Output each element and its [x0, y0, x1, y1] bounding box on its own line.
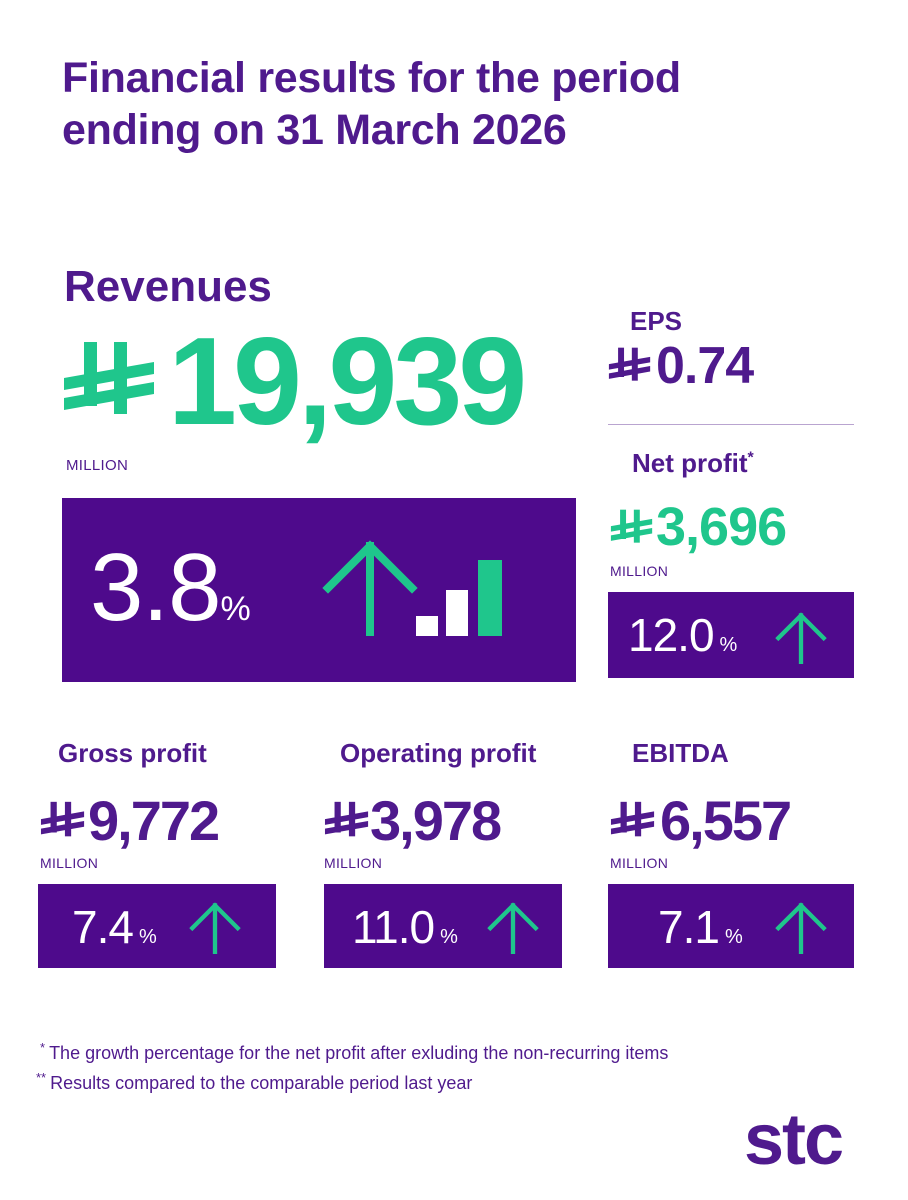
operating-profit-value: 3,978 — [370, 789, 502, 852]
ebitda-growth: 7.1% — [658, 900, 743, 954]
arrow-up-icon — [486, 900, 540, 959]
net-profit-growth-unit: % — [719, 634, 738, 656]
gross-profit-value: 9,772 — [88, 789, 220, 852]
net-profit-label: Net profit* — [632, 448, 754, 479]
net-profit-unit: MILLION — [610, 563, 669, 579]
operating-profit-growth-value: 11.0 — [352, 901, 435, 953]
operating-profit-growth-unit: % — [440, 926, 458, 948]
operating-profit-unit: MILLION — [324, 855, 383, 871]
ebitda-growth-unit: % — [724, 926, 743, 948]
gross-profit-growth-box: 7.4% — [38, 884, 276, 968]
arrow-up-icon — [774, 900, 828, 959]
ebitda-growth-box: 7.1% — [608, 884, 854, 968]
revenues-value: 19,939 — [168, 313, 527, 451]
operating-profit-label: Operating profit — [340, 738, 537, 768]
arrow-up-icon — [188, 900, 242, 959]
title-line-1: Financial results for the period — [62, 54, 681, 102]
riyal-icon — [324, 800, 370, 842]
operating-profit-growth: 11.0% — [352, 900, 458, 954]
net-profit-growth: 12.0% — [628, 608, 737, 662]
net-profit-growth-value: 12.0 — [628, 609, 715, 661]
ebitda-label: EBITDA — [632, 738, 729, 768]
eps-label: EPS — [630, 306, 683, 336]
ebitda-growth-value: 7.1 — [658, 901, 720, 953]
footnote-2: ** Results compared to the comparable per… — [36, 1070, 472, 1094]
revenues-growth: 3.8% — [90, 538, 251, 659]
arrow-up-icon — [320, 536, 420, 641]
riyal-icon — [40, 800, 86, 842]
eps-value: 0.74 — [656, 337, 754, 395]
net-profit-footnote-mark: * — [747, 449, 754, 467]
gross-profit-growth-value: 7.4 — [72, 901, 134, 953]
riyal-icon — [610, 508, 654, 548]
revenues-growth-unit: % — [220, 590, 251, 628]
bar-growth-icon — [414, 558, 506, 643]
revenues-growth-box: 3.8% — [62, 498, 576, 682]
ebitda-value: 6,557 — [660, 789, 792, 852]
divider — [608, 424, 854, 425]
footnote-1-text: The growth percentage for the net profit… — [49, 1043, 669, 1063]
net-profit-label-text: Net profit — [632, 448, 748, 478]
footnote-1-mark: * — [40, 1040, 46, 1055]
revenues-label: Revenues — [64, 262, 272, 311]
title-line-2: ending on 31 March 2026 — [62, 106, 567, 154]
footnote-2-mark: ** — [36, 1070, 47, 1085]
stc-logo: stc — [744, 1100, 844, 1180]
net-profit-growth-box: 12.0% — [608, 592, 854, 678]
net-profit-value: 3,696 — [656, 497, 787, 557]
gross-profit-growth: 7.4% — [72, 900, 157, 954]
riyal-icon — [608, 346, 652, 386]
footnote-2-text: Results compared to the comparable perio… — [50, 1073, 473, 1093]
gross-profit-unit: MILLION — [40, 855, 99, 871]
page-title: Financial results for the period ending … — [62, 52, 862, 156]
footnote-1: * The growth percentage for the net profi… — [40, 1040, 668, 1064]
ebitda-unit: MILLION — [610, 855, 669, 871]
riyal-icon — [62, 340, 158, 424]
gross-profit-growth-unit: % — [138, 926, 157, 948]
operating-profit-growth-box: 11.0% — [324, 884, 562, 968]
arrow-up-icon — [774, 610, 828, 669]
revenues-growth-value: 3.8 — [90, 534, 221, 641]
revenues-unit: MILLION — [66, 457, 129, 474]
riyal-icon — [610, 800, 656, 842]
gross-profit-label: Gross profit — [58, 738, 207, 768]
